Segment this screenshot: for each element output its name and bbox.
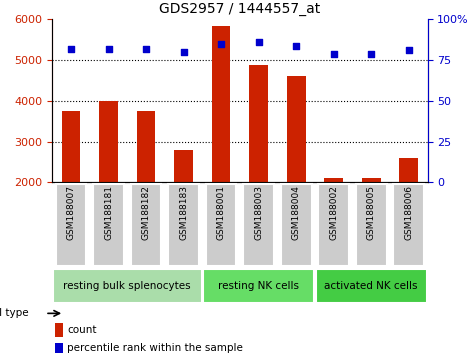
FancyBboxPatch shape: [56, 184, 86, 266]
FancyBboxPatch shape: [318, 184, 349, 266]
Text: GSM188005: GSM188005: [367, 185, 376, 240]
Text: resting bulk splenocytes: resting bulk splenocytes: [64, 281, 191, 291]
Point: [330, 51, 337, 57]
Bar: [399, 158, 418, 264]
Text: cell type: cell type: [0, 308, 28, 318]
Bar: [99, 101, 118, 264]
Point: [368, 51, 375, 57]
FancyBboxPatch shape: [53, 269, 201, 303]
Text: GSM188007: GSM188007: [66, 185, 76, 240]
Text: resting NK cells: resting NK cells: [218, 281, 299, 291]
Text: GSM188006: GSM188006: [404, 185, 413, 240]
Text: count: count: [67, 325, 97, 335]
FancyBboxPatch shape: [316, 269, 427, 303]
Text: percentile rank within the sample: percentile rank within the sample: [67, 343, 243, 353]
Bar: [212, 25, 230, 264]
Bar: [362, 178, 380, 264]
Bar: [174, 150, 193, 264]
Text: GSM188004: GSM188004: [292, 185, 301, 240]
FancyBboxPatch shape: [93, 184, 124, 266]
Bar: [249, 65, 268, 264]
Point: [255, 39, 262, 45]
Text: GSM188001: GSM188001: [217, 185, 226, 240]
Text: GSM188003: GSM188003: [254, 185, 263, 240]
FancyBboxPatch shape: [168, 184, 199, 266]
Text: GSM188183: GSM188183: [179, 185, 188, 240]
Text: GSM188002: GSM188002: [329, 185, 338, 240]
FancyBboxPatch shape: [393, 184, 424, 266]
Text: activated NK cells: activated NK cells: [324, 281, 418, 291]
Point: [405, 47, 412, 53]
Point: [218, 41, 225, 47]
FancyBboxPatch shape: [243, 184, 274, 266]
Bar: [137, 111, 155, 264]
Point: [142, 46, 150, 52]
Text: GSM188181: GSM188181: [104, 185, 113, 240]
Bar: [55, 323, 63, 337]
Point: [67, 46, 75, 52]
Point: [292, 43, 300, 48]
Point: [104, 46, 112, 52]
Bar: [62, 111, 80, 264]
FancyBboxPatch shape: [131, 184, 162, 266]
Point: [180, 49, 187, 55]
FancyBboxPatch shape: [356, 184, 387, 266]
FancyBboxPatch shape: [203, 269, 314, 303]
Title: GDS2957 / 1444557_at: GDS2957 / 1444557_at: [159, 2, 321, 16]
Text: GSM188182: GSM188182: [142, 185, 151, 240]
Bar: [287, 76, 305, 264]
FancyBboxPatch shape: [281, 184, 312, 266]
Bar: [324, 178, 343, 264]
Bar: [55, 343, 63, 353]
FancyBboxPatch shape: [206, 184, 237, 266]
